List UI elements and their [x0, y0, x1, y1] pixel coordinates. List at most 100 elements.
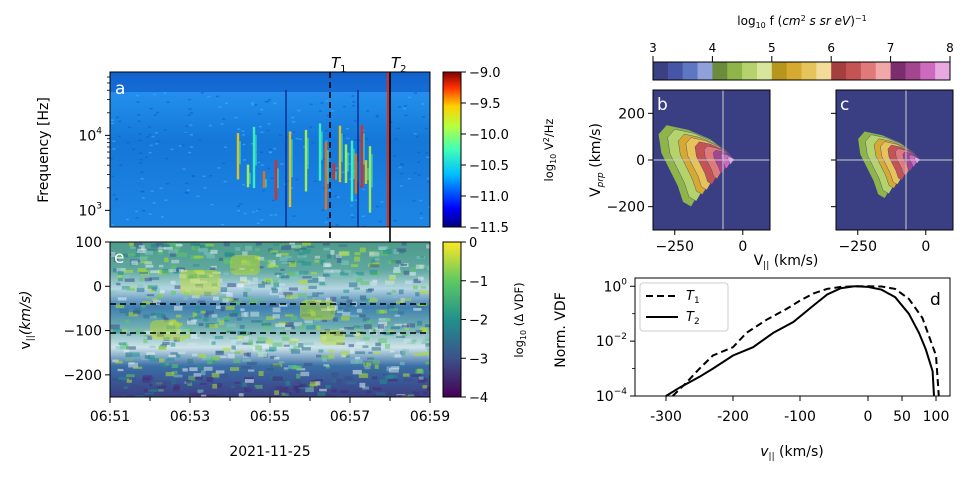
spectrogram-burst: [344, 144, 349, 184]
spectrogram-burst: [252, 126, 257, 189]
xtick-label: 0: [864, 409, 873, 425]
xtick-label: 06:59: [410, 409, 450, 425]
colorbar-tick: −10.5: [461, 159, 509, 174]
xtick-label: 50: [893, 409, 911, 425]
spectrogram-line-features: [285, 72, 389, 227]
colorbar-tick-label: −10.5: [469, 159, 509, 174]
xtick-label: 06:51: [90, 409, 130, 425]
xtick-label: 06:53: [170, 409, 210, 425]
colorbar-cell: [846, 62, 862, 80]
xtick-label: −250: [656, 239, 694, 255]
xtick: 100: [923, 396, 950, 425]
xtick: 0: [864, 396, 873, 425]
colorbar-tick-label: 7: [887, 41, 895, 55]
xtick-label: -300: [650, 409, 682, 425]
panel-b-contours: [658, 124, 735, 207]
colorbar-tick: 7: [887, 41, 895, 62]
panel-label-e: e: [114, 248, 124, 268]
spectrogram-burst: [236, 133, 241, 180]
panel-c-contours: [857, 131, 921, 199]
colorbar-tick-label: −9.0: [469, 66, 501, 81]
colorbar-tick: 8: [946, 41, 954, 62]
series-T1-line: [672, 285, 940, 397]
colorbar-cell: [920, 62, 936, 80]
colorbar-tick-label: −9.5: [469, 97, 501, 112]
colorbar-cell: [890, 62, 906, 80]
panel-a-spectrogram: 103 104 Frequency [Hz] a: [36, 71, 431, 228]
panel-b-ticks: −250 0 200 0 −200: [607, 106, 748, 255]
bc-shared-xlabel: V|| (km/s): [754, 253, 819, 271]
ytick-label: 103: [78, 201, 102, 219]
colorbar-cell: [801, 62, 817, 80]
legend-t1-label: T1: [686, 289, 700, 306]
colorbar-tick-label: −1: [469, 275, 488, 290]
ytick-label: −100: [64, 324, 102, 340]
panel-a-colorbar-label: log10 V2/Hz: [542, 119, 558, 182]
spectrogram-burst: [246, 164, 251, 188]
xtick: -200: [717, 396, 749, 425]
ytick: 200: [618, 106, 653, 122]
ytick: 0: [636, 153, 653, 169]
ytick: 0: [93, 279, 110, 295]
colorbar-tick: −1: [461, 275, 488, 290]
spectrogram-burst: [262, 171, 267, 188]
colorbar-cell: [756, 62, 773, 80]
xtick-label: 100: [923, 409, 950, 425]
colorbar-cell: [935, 62, 951, 80]
panel-e-vdf-heatmap: 100 0 −100 −200 06:51 06:53 06:55 06:57 06:59 v…: [18, 235, 450, 460]
xtick-label: -100: [784, 409, 816, 425]
panel-e-xlabel-date: 2021-11-25: [229, 444, 310, 460]
xtick: −250: [656, 230, 694, 255]
colorbar-tick-label: 4: [709, 41, 717, 55]
colorbar-tick-label: −3: [469, 352, 488, 367]
colorbar-tick-label: 0: [469, 236, 477, 251]
series-T2-line: [665, 285, 935, 397]
colorbar-tick: −4: [461, 391, 488, 406]
colorbar-tick-label: −11.0: [469, 190, 509, 205]
ytick-label: −200: [607, 200, 645, 216]
ytick-label: 104: [78, 126, 102, 144]
xtick: −250: [839, 230, 877, 255]
xtick-label: 0: [738, 239, 747, 255]
ytick: 10−4: [596, 387, 635, 405]
spectrogram-burst: [274, 160, 279, 201]
panel-label-d: d: [930, 290, 941, 310]
panel-e-colorbar-label: log10 (Δ VDF): [512, 282, 528, 357]
ytick-label: −200: [64, 368, 102, 384]
ytick-label: 10−2: [596, 332, 627, 350]
ytick-label: 0: [93, 279, 102, 295]
legend-t2-label: T2: [686, 310, 700, 327]
colorbar-cell: [682, 62, 699, 80]
panel-label-b: b: [657, 95, 668, 115]
xtick: -300: [650, 396, 682, 425]
ytick-label: 10−4: [596, 387, 627, 405]
colorbar-tick: 4: [709, 41, 717, 62]
colorbar-tick: 0: [461, 236, 477, 251]
panel-d-series: [665, 285, 940, 397]
spectrogram-burst: [324, 141, 329, 210]
colorbar-cell: [905, 62, 921, 80]
colorbar-tick: 6: [827, 41, 835, 62]
colorbar-cell: [875, 62, 892, 80]
xtick-label: -200: [717, 409, 749, 425]
ytick: −200: [607, 200, 653, 216]
panel-d-ylabel: Norm. VDF: [553, 292, 569, 368]
spectrogram-burst: [368, 146, 373, 213]
panel-a-yticks: 103 104: [78, 76, 110, 219]
ytick: 100: [75, 235, 110, 251]
ytick-label: 0: [636, 153, 645, 169]
panel-c-ticks: −250 0: [831, 112, 930, 255]
ytick: 100: [603, 277, 635, 295]
colorbar-tick: 3: [649, 41, 657, 62]
spectrogram-burst: [360, 125, 365, 188]
colorbar-tick-label: −2: [469, 314, 488, 329]
colorbar-cell: [771, 62, 788, 80]
colorbar-tick: −10.0: [461, 128, 509, 143]
panel-d-legend: T1 T2: [639, 282, 729, 332]
colorbar-cell: [786, 62, 802, 80]
panel-b-vdf-2d: −250 0 200 0 −200 Vprp (km/s) b: [588, 89, 771, 255]
spectrogram-burst: [364, 160, 369, 184]
colorbar-tick: 5: [768, 41, 776, 62]
